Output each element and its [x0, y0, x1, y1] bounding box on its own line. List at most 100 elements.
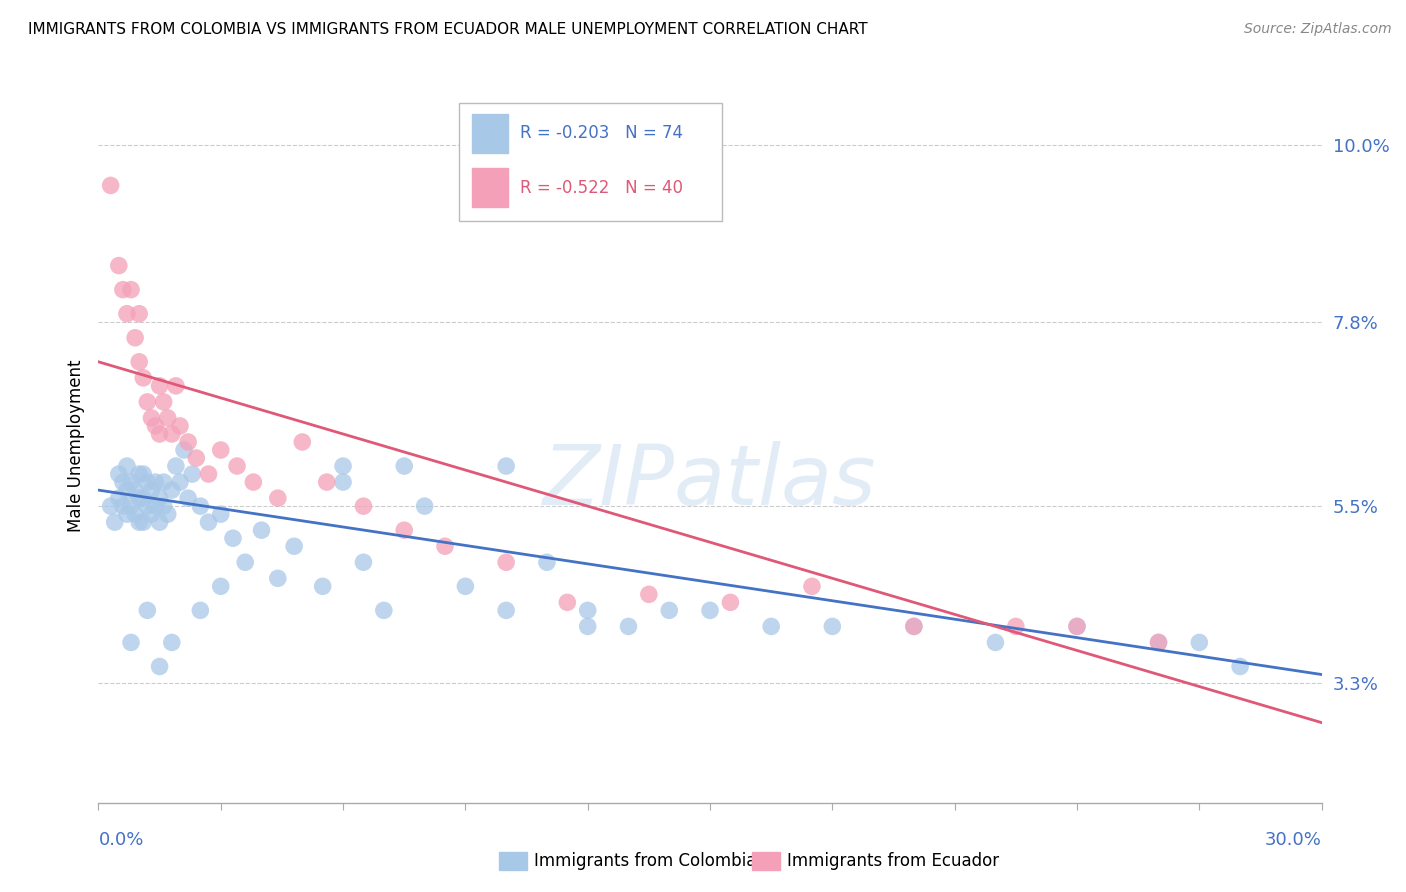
Point	[242, 475, 264, 489]
Point	[267, 491, 290, 505]
Point	[149, 491, 172, 505]
Point	[454, 579, 477, 593]
Point	[250, 523, 273, 537]
Text: ZIPatlas: ZIPatlas	[543, 442, 877, 522]
Point	[108, 467, 131, 481]
Point	[145, 475, 167, 489]
Point	[434, 539, 457, 553]
Point	[108, 259, 131, 273]
Point	[209, 442, 232, 457]
Point	[152, 395, 174, 409]
Point	[617, 619, 640, 633]
Point	[197, 467, 219, 481]
Text: R = -0.203   N = 74: R = -0.203 N = 74	[520, 125, 683, 143]
Point	[128, 355, 150, 369]
Point	[267, 571, 290, 585]
Point	[222, 531, 245, 545]
Point	[149, 379, 172, 393]
Point	[495, 603, 517, 617]
Point	[984, 635, 1007, 649]
Point	[100, 499, 122, 513]
Point	[495, 555, 517, 569]
Point	[149, 427, 172, 442]
Point	[156, 507, 179, 521]
Point	[160, 483, 183, 497]
Point	[132, 467, 155, 481]
Point	[209, 507, 232, 521]
Point	[576, 619, 599, 633]
Point	[186, 450, 208, 465]
Point	[136, 499, 159, 513]
Point	[177, 435, 200, 450]
Point	[141, 411, 163, 425]
Point	[141, 483, 163, 497]
Point	[332, 475, 354, 489]
Point	[352, 555, 374, 569]
Point	[761, 619, 783, 633]
Point	[197, 515, 219, 529]
Point	[149, 515, 172, 529]
Point	[1066, 619, 1088, 633]
Point	[413, 499, 436, 513]
Point	[100, 178, 122, 193]
Point	[165, 379, 187, 393]
Point	[145, 499, 167, 513]
Point	[128, 467, 150, 481]
Point	[291, 435, 314, 450]
Point	[128, 515, 150, 529]
Text: Source: ZipAtlas.com: Source: ZipAtlas.com	[1244, 22, 1392, 37]
Point	[188, 603, 212, 617]
Point	[132, 371, 155, 385]
Point	[111, 499, 134, 513]
Point	[120, 635, 142, 649]
Text: R = -0.522   N = 40: R = -0.522 N = 40	[520, 178, 683, 196]
Point	[903, 619, 925, 633]
Point	[1229, 659, 1251, 673]
Point	[169, 419, 191, 434]
Point	[392, 458, 416, 473]
Point	[332, 458, 354, 473]
Point	[188, 499, 212, 513]
Point	[555, 595, 579, 609]
Point	[903, 619, 925, 633]
Point	[149, 659, 172, 673]
Point	[120, 475, 142, 489]
Point	[801, 579, 824, 593]
Point	[1066, 619, 1088, 633]
Point	[181, 467, 204, 481]
Bar	[471, 114, 508, 153]
Point	[1188, 635, 1211, 649]
Point	[1004, 619, 1026, 633]
Point	[392, 523, 416, 537]
Point	[315, 475, 337, 489]
Text: Immigrants from Ecuador: Immigrants from Ecuador	[787, 852, 1000, 870]
Point	[115, 483, 138, 497]
Point	[821, 619, 844, 633]
Point	[136, 603, 159, 617]
Point	[352, 499, 374, 513]
Point	[145, 419, 167, 434]
Point	[576, 603, 599, 617]
Point	[177, 491, 200, 505]
Y-axis label: Male Unemployment: Male Unemployment	[66, 359, 84, 533]
Point	[169, 475, 191, 489]
Point	[104, 515, 127, 529]
Point	[120, 499, 142, 513]
Point	[152, 475, 174, 489]
Point	[132, 515, 155, 529]
Point	[699, 603, 721, 617]
Point	[373, 603, 395, 617]
Point	[312, 579, 335, 593]
Point	[718, 595, 742, 609]
FancyBboxPatch shape	[460, 103, 723, 221]
Point	[136, 395, 159, 409]
Point	[124, 483, 146, 497]
Point	[1147, 635, 1170, 649]
Point	[111, 475, 134, 489]
Point	[152, 499, 174, 513]
Text: Immigrants from Colombia: Immigrants from Colombia	[534, 852, 756, 870]
Text: IMMIGRANTS FROM COLOMBIA VS IMMIGRANTS FROM ECUADOR MALE UNEMPLOYMENT CORRELATIO: IMMIGRANTS FROM COLOMBIA VS IMMIGRANTS F…	[28, 22, 868, 37]
Point	[658, 603, 681, 617]
Point	[128, 307, 150, 321]
Point	[128, 491, 150, 505]
